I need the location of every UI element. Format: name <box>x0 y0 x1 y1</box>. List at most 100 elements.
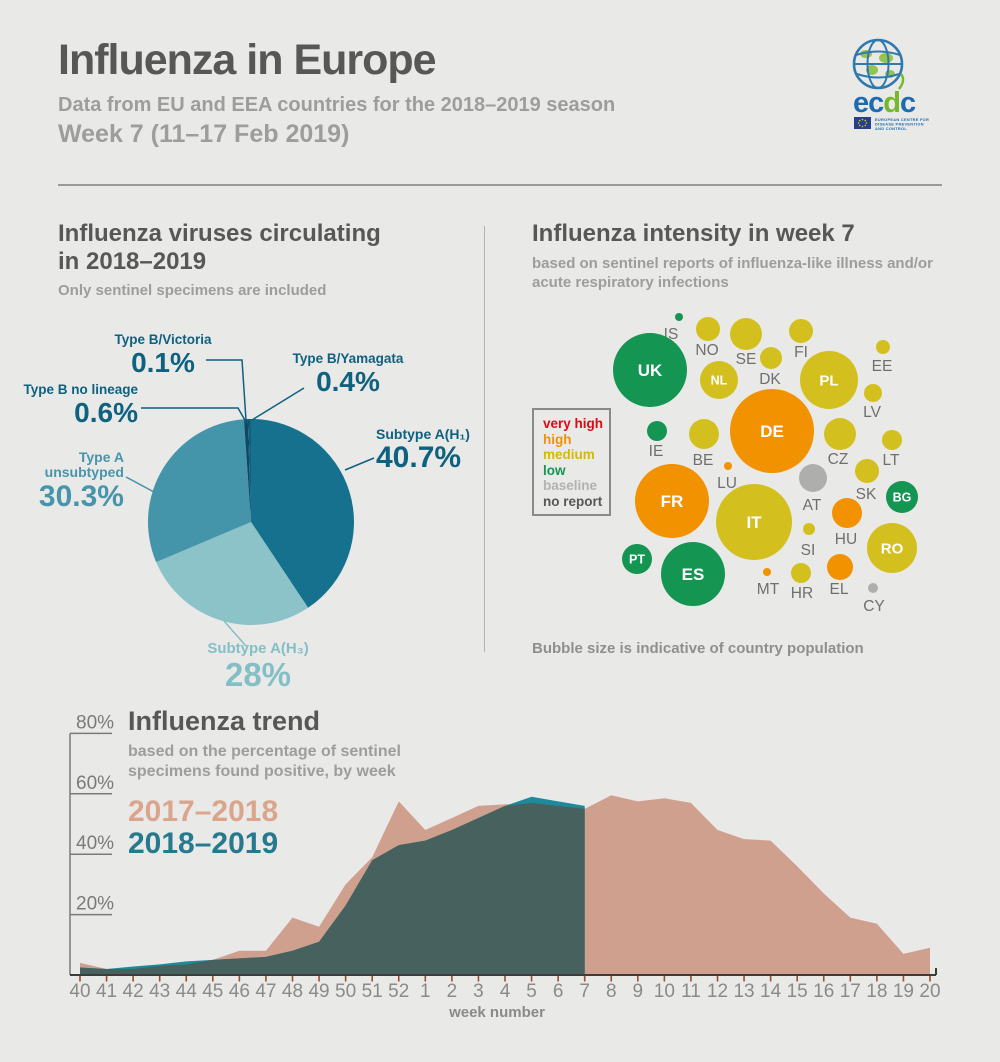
country-bubble-BG <box>886 481 918 513</box>
section-divider <box>484 226 485 652</box>
country-bubble-LU <box>724 462 732 470</box>
x-tick-label-17: 17 <box>840 981 861 1002</box>
pie-label-type-b-yamagata: Type B/Yamagata 0.4% <box>283 351 413 397</box>
country-bubble-HR <box>791 563 811 583</box>
y-tick-label-80: 80% <box>76 712 114 733</box>
country-label-LU: LU <box>717 475 737 492</box>
country-label-DE: DE <box>760 422 784 441</box>
country-bubble-DK <box>760 347 782 369</box>
pie-label-name: Subtype A(H₁) <box>376 426 470 442</box>
pie-leader-line-2 <box>125 476 168 500</box>
country-bubble-LT <box>882 430 902 450</box>
header-divider <box>58 184 942 186</box>
country-label-DK: DK <box>759 371 781 388</box>
y-tick-label-20: 20% <box>76 894 114 915</box>
x-tick-label-10: 10 <box>654 981 675 1002</box>
country-bubble-SI <box>803 523 815 535</box>
trend-section-title: Influenza trend <box>128 706 321 736</box>
pie-label-name: Type B/Victoria <box>114 332 212 347</box>
intensity-legend: very high high medium low baseline no re… <box>532 408 611 516</box>
country-label-EL: EL <box>830 581 849 598</box>
x-tick-label-16: 16 <box>813 981 834 1002</box>
pie-slice-2 <box>148 419 251 563</box>
pie-slice-3 <box>243 419 251 522</box>
pie-leader-line-0 <box>344 457 375 471</box>
x-tick-label-50: 50 <box>335 981 356 1002</box>
x-tick-label-20: 20 <box>919 981 940 1002</box>
pie-label-type-b-victoria: Type B/Victoria 0.1% <box>103 332 223 378</box>
pie-label-name: Type A unsubtyped <box>44 449 124 481</box>
pie-slice-5 <box>248 418 251 522</box>
x-tick-label-1: 1 <box>420 981 431 1002</box>
pie-leader-line-3 <box>141 407 247 423</box>
sprout-icon <box>898 73 905 90</box>
ecdc-logo: ecdc EUROPEAN CENTRE FOR DISEASE PREVENT… <box>852 38 929 131</box>
x-tick-label-15: 15 <box>787 981 808 1002</box>
week-label: Week 7 (11–17 Feb 2019) <box>58 120 350 148</box>
country-bubble-PL <box>800 351 858 409</box>
country-label-SK: SK <box>856 486 877 503</box>
x-tick-label-14: 14 <box>760 981 782 1002</box>
svg-text:EUROPEAN CENTRE FOR: EUROPEAN CENTRE FOR <box>875 117 929 122</box>
country-label-PT: PT <box>629 553 645 567</box>
country-bubble-HU <box>832 498 862 528</box>
legend-item-low: low <box>543 462 566 478</box>
pie-leader-line-5 <box>251 387 305 421</box>
trend-legend-2018-2019: 2018–2019 <box>128 827 279 860</box>
country-bubble-EE <box>876 340 890 354</box>
country-label-BE: BE <box>693 452 714 469</box>
pie-slice-0 <box>251 419 354 608</box>
country-bubble-FR <box>635 464 709 538</box>
country-label-NO: NO <box>695 342 718 359</box>
pie-label-subtype-a-h3: Subtype A(H₃) 28% <box>188 640 328 693</box>
country-bubble-LV <box>864 384 882 402</box>
y-tick-label-60: 60% <box>76 773 114 794</box>
country-bubble-MT <box>763 568 771 576</box>
x-tick-label-40: 40 <box>69 981 90 1002</box>
x-tick-label-4: 4 <box>500 981 511 1002</box>
x-tick-label-8: 8 <box>606 981 617 1002</box>
x-tick-label-43: 43 <box>149 981 170 1002</box>
x-tick-label-7: 7 <box>579 981 590 1002</box>
x-tick-label-3: 3 <box>473 981 484 1002</box>
pie-label-value: 0.4% <box>316 365 380 397</box>
x-tick-label-19: 19 <box>893 981 914 1002</box>
pie-label-name: Subtype A(H₃) <box>207 640 309 657</box>
x-tick-label-41: 41 <box>96 981 117 1002</box>
x-tick-label-12: 12 <box>707 981 728 1002</box>
virus-section-subtitle: Only sentinel specimens are included <box>58 282 327 299</box>
pie-label-value: 28% <box>224 655 292 693</box>
country-label-HR: HR <box>791 585 813 602</box>
country-bubble-NL <box>700 361 738 399</box>
svg-text:AND CONTROL: AND CONTROL <box>875 126 907 131</box>
pie-leader-line-1 <box>223 620 247 647</box>
country-label-BG: BG <box>893 491 912 505</box>
country-bubble-RO <box>867 523 917 573</box>
country-bubble-FI <box>789 319 813 343</box>
country-bubble-CZ <box>824 418 856 450</box>
country-label-UK: UK <box>638 361 663 380</box>
country-label-CY: CY <box>863 598 885 615</box>
country-bubble-IE <box>647 421 667 441</box>
country-bubble-SE <box>730 318 762 350</box>
country-label-CZ: CZ <box>828 451 849 468</box>
legend-item-medium: medium <box>543 447 595 462</box>
intensity-section-subtitle: based on sentinel reports of influenza-l… <box>532 255 933 291</box>
country-label-MT: MT <box>757 581 780 598</box>
area-overlap <box>80 802 585 975</box>
pie-label-value: 0.1% <box>131 346 195 378</box>
country-label-SI: SI <box>801 542 816 559</box>
x-tick-label-51: 51 <box>362 981 383 1002</box>
x-tick-label-5: 5 <box>526 981 537 1002</box>
country-bubble-ES <box>661 542 725 606</box>
page-subtitle: Data from EU and EEA countries for the 2… <box>58 94 616 116</box>
globe-icon <box>852 38 904 90</box>
pie-label-type-b-no-lineage: Type B no lineage 0.6% <box>14 382 138 427</box>
x-tick-label-9: 9 <box>633 981 644 1002</box>
y-tick-label-40: 40% <box>76 833 114 854</box>
country-label-FR: FR <box>661 492 684 511</box>
country-bubble-UK <box>613 333 687 407</box>
country-label-PL: PL <box>819 372 838 389</box>
country-label-NL: NL <box>711 374 728 388</box>
